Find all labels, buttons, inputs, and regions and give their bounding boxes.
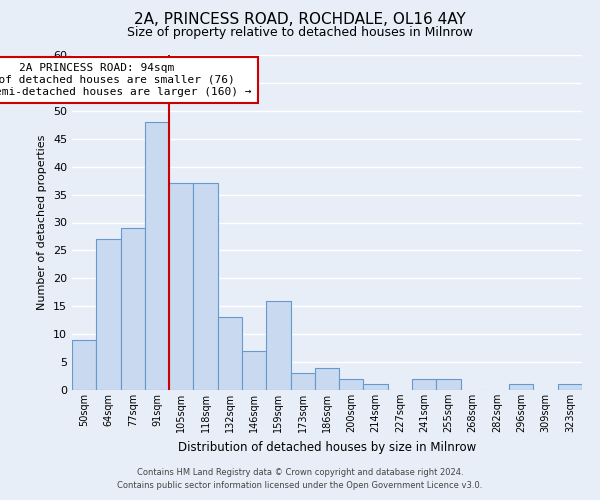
Bar <box>290 373 315 390</box>
Bar <box>242 351 266 390</box>
Text: Size of property relative to detached houses in Milnrow: Size of property relative to detached ho… <box>127 26 473 39</box>
Text: Contains HM Land Registry data © Crown copyright and database right 2024.
Contai: Contains HM Land Registry data © Crown c… <box>118 468 482 490</box>
Bar <box>558 384 582 390</box>
Bar <box>266 300 290 390</box>
Bar <box>145 122 169 390</box>
Text: 2A, PRINCESS ROAD, ROCHDALE, OL16 4AY: 2A, PRINCESS ROAD, ROCHDALE, OL16 4AY <box>134 12 466 28</box>
Bar <box>436 379 461 390</box>
Bar <box>96 240 121 390</box>
Bar <box>315 368 339 390</box>
X-axis label: Distribution of detached houses by size in Milnrow: Distribution of detached houses by size … <box>178 440 476 454</box>
Bar <box>339 379 364 390</box>
Bar <box>193 184 218 390</box>
Bar <box>364 384 388 390</box>
Bar <box>218 318 242 390</box>
Bar <box>412 379 436 390</box>
Y-axis label: Number of detached properties: Number of detached properties <box>37 135 47 310</box>
Bar <box>509 384 533 390</box>
Bar <box>121 228 145 390</box>
Bar <box>169 184 193 390</box>
Bar <box>72 340 96 390</box>
Text: 2A PRINCESS ROAD: 94sqm
← 32% of detached houses are smaller (76)
67% of semi-de: 2A PRINCESS ROAD: 94sqm ← 32% of detache… <box>0 64 251 96</box>
